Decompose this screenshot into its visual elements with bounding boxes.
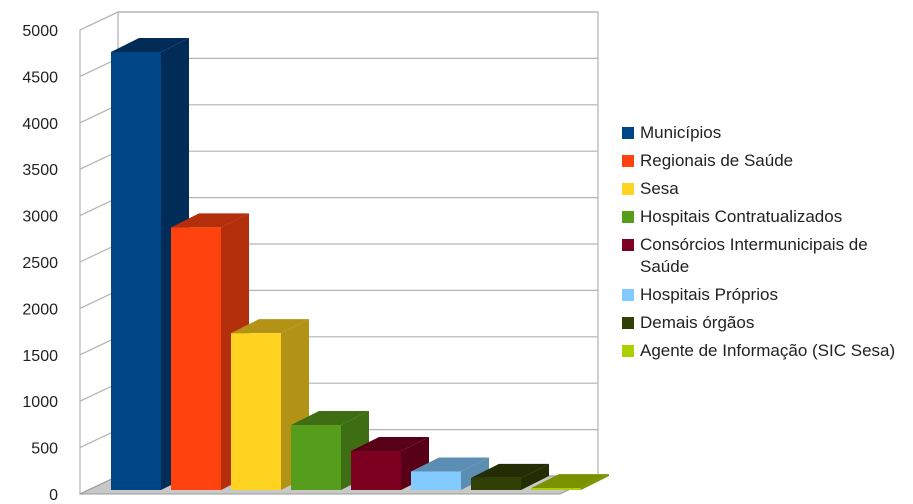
bar-top bbox=[531, 474, 609, 489]
bar bbox=[471, 463, 549, 490]
bar-top bbox=[111, 37, 189, 52]
bar-front bbox=[171, 227, 221, 490]
bar-top bbox=[411, 457, 489, 472]
y-tick-label: 500 bbox=[31, 441, 58, 458]
y-tick-label: 3500 bbox=[22, 162, 58, 179]
bar-front bbox=[531, 488, 581, 490]
legend-label: Hospitais Contratualizados bbox=[640, 207, 843, 226]
legend-item: Municípios bbox=[622, 122, 912, 144]
bar bbox=[531, 474, 609, 490]
bar-side bbox=[461, 457, 489, 490]
legend-item: Hospitais Próprios bbox=[622, 284, 912, 306]
bar-top bbox=[231, 319, 309, 334]
legend-swatch bbox=[622, 211, 634, 223]
legend-swatch bbox=[622, 183, 634, 195]
bar-top bbox=[471, 463, 549, 478]
legend-label: Regionais de Saúde bbox=[640, 151, 794, 170]
y-tick-label: 0 bbox=[49, 487, 58, 504]
bar-side bbox=[581, 474, 609, 490]
y-tick-label: 4000 bbox=[22, 116, 58, 133]
gridline-side bbox=[79, 11, 119, 31]
legend-item: Regionais de Saúde bbox=[622, 150, 912, 172]
bar-top bbox=[351, 437, 429, 452]
legend-swatch bbox=[622, 239, 634, 251]
bars bbox=[111, 37, 609, 490]
y-tick-label: 2500 bbox=[22, 255, 58, 272]
bar-front bbox=[471, 477, 521, 490]
y-tick-label: 5000 bbox=[22, 23, 58, 40]
bar-side bbox=[521, 463, 549, 490]
y-tick-label: 4500 bbox=[22, 69, 58, 86]
y-tick-label: 3000 bbox=[22, 209, 58, 226]
legend-item: Hospitais Contratualizados bbox=[622, 206, 912, 228]
legend-label: Agente de Informação (SIC Sesa) bbox=[640, 341, 896, 360]
y-axis-labels: 0 500 1000 1500 2000 2500 3000 3500 4000 4500 5000 bbox=[22, 23, 58, 504]
legend-label: Municípios bbox=[640, 123, 722, 142]
y-tick-label: 1500 bbox=[22, 348, 58, 365]
legend-label: Demais órgãos bbox=[640, 313, 755, 332]
y-tick-label: 1000 bbox=[22, 394, 58, 411]
y-tick-label: 2000 bbox=[22, 301, 58, 318]
bar-front bbox=[411, 471, 461, 490]
bar-front bbox=[231, 333, 281, 490]
legend-label: Consórcios Intermunicipais de Saúde bbox=[640, 235, 868, 276]
legend-swatch bbox=[622, 155, 634, 167]
bar bbox=[411, 457, 489, 490]
bar-top bbox=[171, 213, 249, 228]
legend-item: Consórcios Intermunicipais de Saúde bbox=[622, 234, 912, 278]
legend-item: Agente de Informação (SIC Sesa) bbox=[622, 340, 912, 362]
bar-front bbox=[111, 51, 161, 490]
legend-swatch bbox=[622, 289, 634, 301]
legend-item: Demais órgãos bbox=[622, 312, 912, 334]
legend-label: Sesa bbox=[640, 179, 679, 198]
bar-front bbox=[291, 425, 341, 490]
legend-swatch bbox=[622, 317, 634, 329]
legend-swatch bbox=[622, 345, 634, 357]
legend-item: Sesa bbox=[622, 178, 912, 200]
bar-front bbox=[351, 451, 401, 490]
legend: Municípios Regionais de Saúde Sesa Hospitai… bbox=[622, 122, 912, 368]
legend-swatch bbox=[622, 127, 634, 139]
bar-top bbox=[291, 411, 369, 426]
legend-label: Hospitais Próprios bbox=[640, 285, 778, 304]
